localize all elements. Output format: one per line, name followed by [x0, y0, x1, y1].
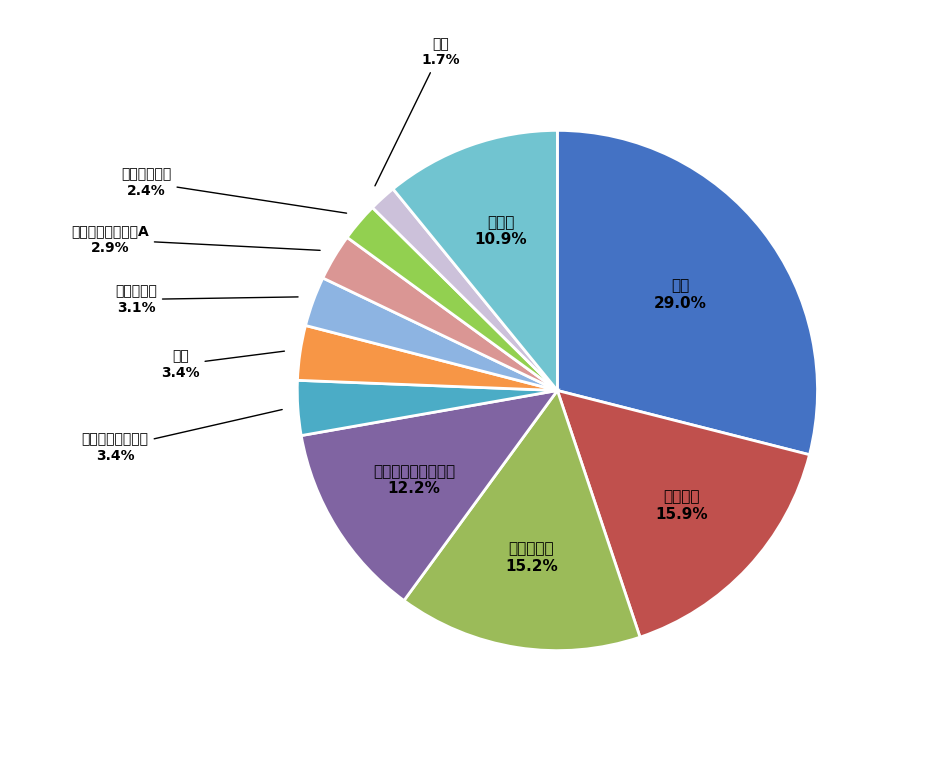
Text: その他
10.9%: その他 10.9%: [474, 215, 526, 248]
Wedge shape: [301, 390, 557, 601]
Text: キャンベルアーリ
3.4%: キャンベルアーリ 3.4%: [82, 409, 282, 463]
Text: 藤稔
1.7%: 藤稔 1.7%: [375, 37, 459, 186]
Wedge shape: [372, 189, 557, 390]
Text: ナイヤガラ
3.1%: ナイヤガラ 3.1%: [115, 284, 298, 315]
Wedge shape: [347, 208, 557, 390]
Wedge shape: [557, 390, 808, 637]
Text: 甲州
3.4%: 甲州 3.4%: [161, 349, 284, 380]
Text: 巨峰
29.0%: 巨峰 29.0%: [653, 279, 706, 311]
Text: ピオーネ
15.9%: ピオーネ 15.9%: [654, 490, 707, 522]
Wedge shape: [404, 390, 639, 651]
Wedge shape: [297, 380, 557, 436]
Text: デラウエア
15.2%: デラウエア 15.2%: [505, 541, 558, 574]
Wedge shape: [297, 326, 557, 390]
Text: スチューベン
2.4%: スチューベン 2.4%: [122, 167, 346, 213]
Wedge shape: [393, 130, 557, 390]
Wedge shape: [323, 237, 557, 390]
Wedge shape: [557, 130, 817, 455]
Wedge shape: [305, 278, 557, 390]
Text: マスカットベリーA
2.9%: マスカットベリーA 2.9%: [71, 224, 320, 255]
Text: シャインマスカット
12.2%: シャインマスカット 12.2%: [372, 464, 455, 496]
